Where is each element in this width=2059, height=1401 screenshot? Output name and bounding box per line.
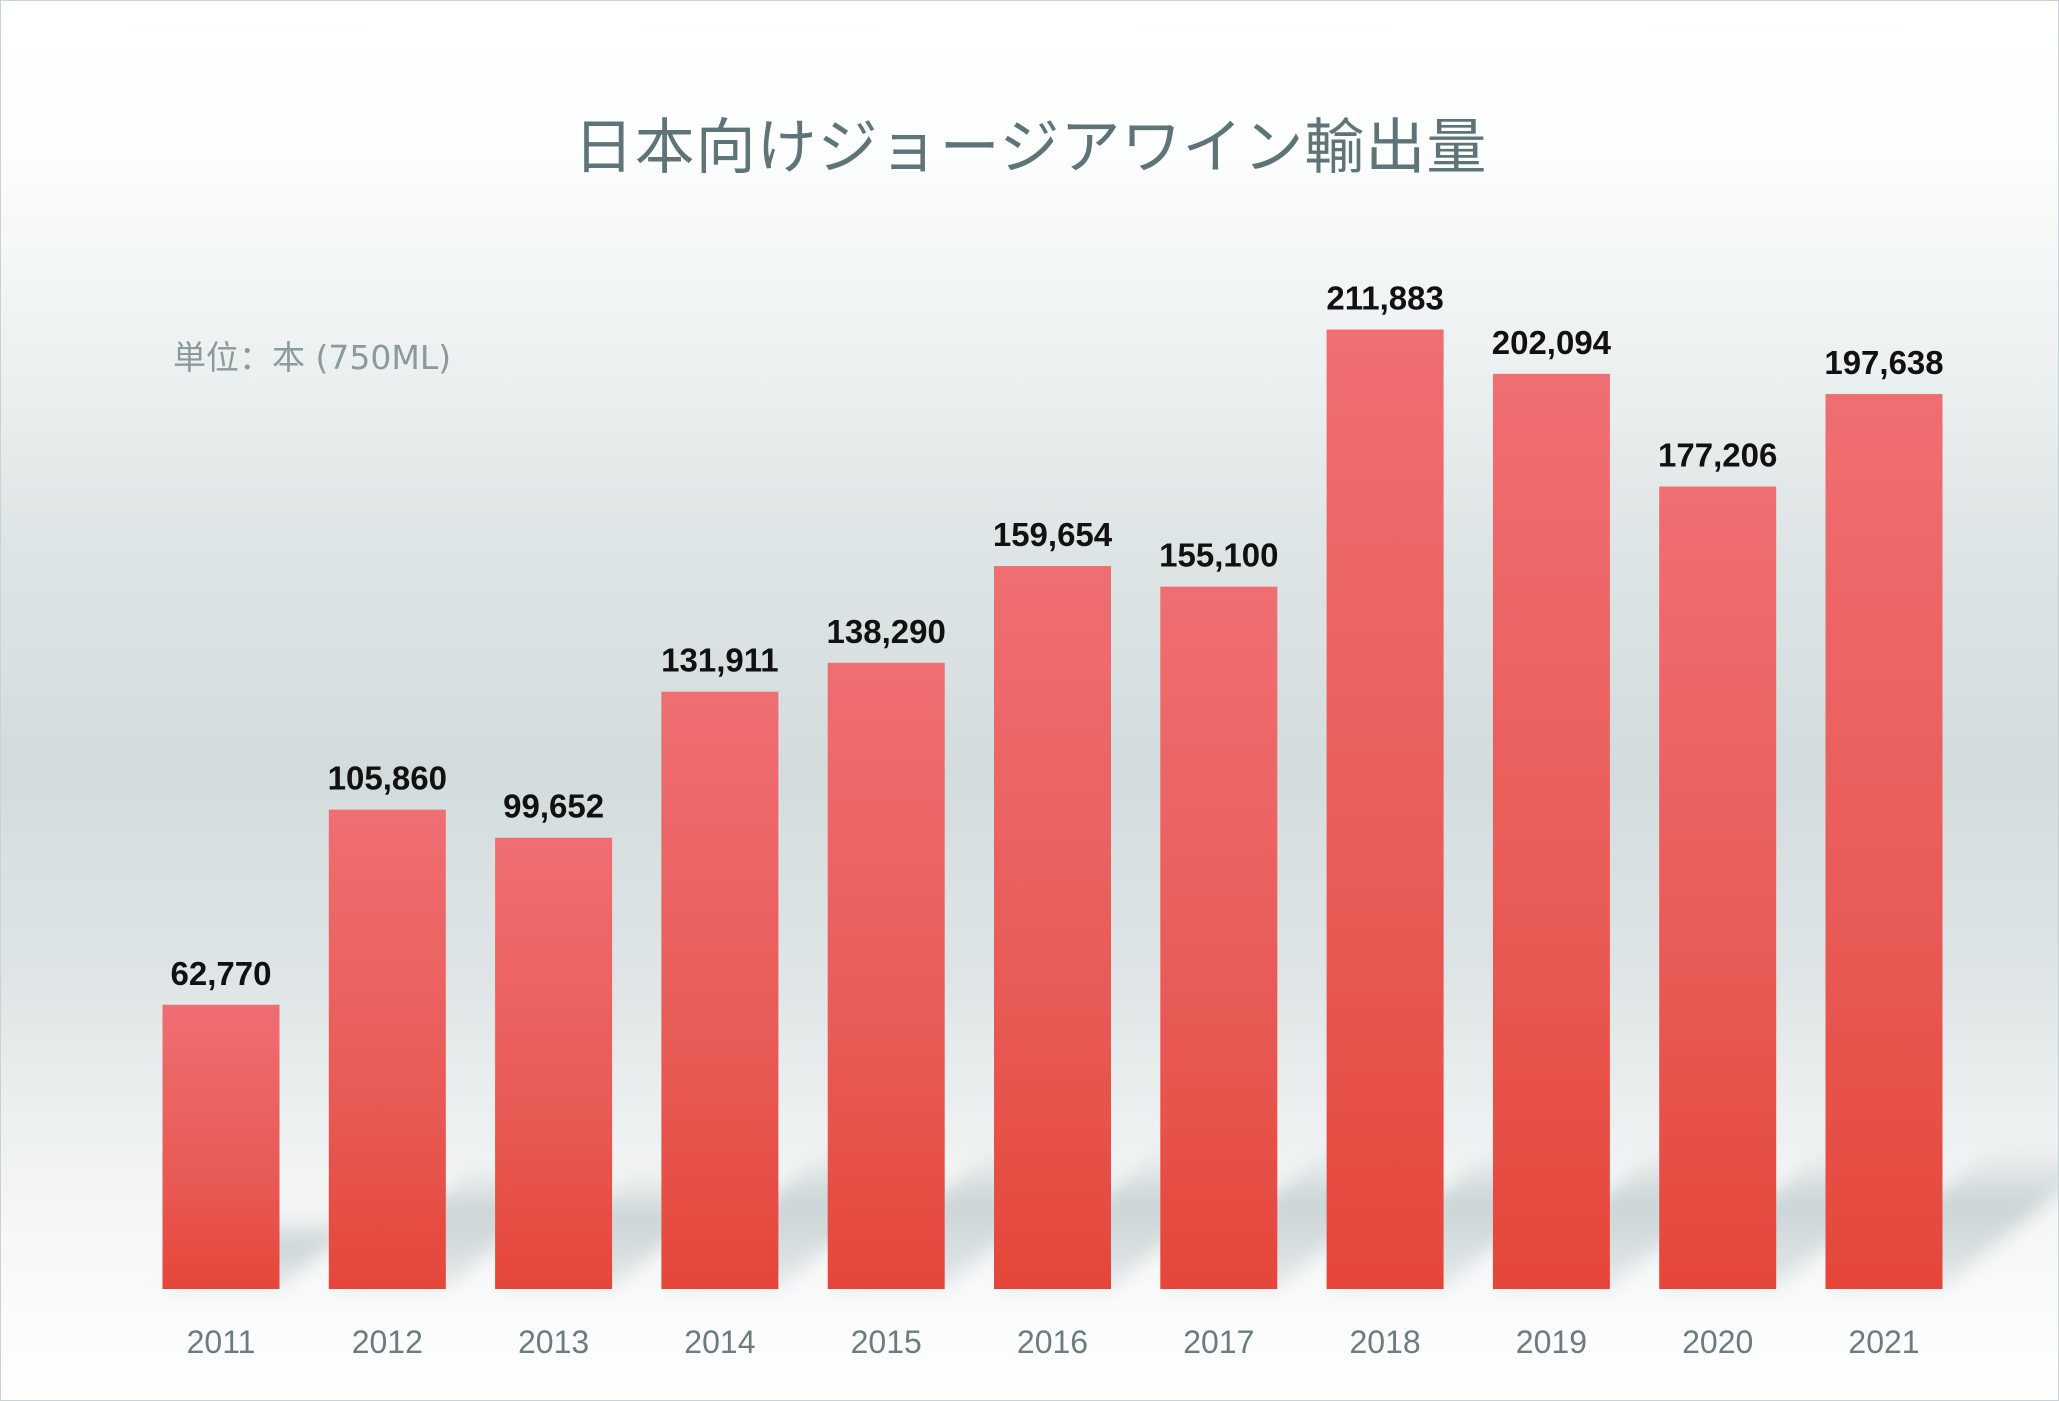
bar-2011 (162, 1004, 280, 1289)
bar-2021 (1825, 394, 1943, 1289)
value-label-2017: 155,100 (1159, 537, 1278, 574)
value-label-2016: 159,654 (993, 516, 1113, 553)
x-tick-label-2020: 2020 (1682, 1324, 1753, 1360)
x-tick-label-2011: 2011 (187, 1324, 256, 1360)
x-tick-label-2013: 2013 (518, 1324, 589, 1360)
bar-2018 (1326, 329, 1444, 1290)
value-labels-group: 62,770 105,860 99,652 131,911 138,290 159,654… (171, 280, 1944, 992)
bar-2017 (1160, 586, 1278, 1289)
bar-2012 (328, 809, 446, 1289)
x-tick-label-2021: 2021 (1848, 1324, 1919, 1360)
bars-group (162, 329, 1943, 1290)
x-tick-label-2016: 2016 (1017, 1324, 1088, 1360)
bar-2020 (1659, 486, 1777, 1289)
unit-label: 単位：本 (750ML) (173, 338, 452, 377)
x-tick-label-2019: 2019 (1516, 1324, 1587, 1360)
x-tick-label-2015: 2015 (851, 1324, 922, 1360)
value-label-2018: 211,883 (1326, 280, 1443, 317)
bar-2019 (1492, 373, 1610, 1289)
value-label-2021: 197,638 (1824, 344, 1943, 381)
value-label-2011: 62,770 (171, 955, 272, 992)
chart-title: 日本向けジョージアワイン輸出量 (573, 113, 1488, 183)
value-label-2012: 105,860 (328, 760, 447, 797)
value-label-2019: 202,094 (1492, 324, 1612, 361)
x-tick-label-2012: 2012 (352, 1324, 423, 1360)
value-label-2014: 131,911 (661, 642, 778, 679)
x-tick-label-2018: 2018 (1350, 1324, 1421, 1360)
value-label-2020: 177,206 (1658, 437, 1777, 474)
x-tick-label-2017: 2017 (1183, 1324, 1254, 1360)
x-tick-label-2014: 2014 (684, 1324, 755, 1360)
value-label-2013: 99,652 (503, 788, 604, 825)
bar-2016 (994, 566, 1111, 1289)
x-axis-ticks: 2011 2012 2013 2014 2015 2016 2017 2018 2019 2020… (187, 1324, 1920, 1360)
bar-2015 (827, 662, 945, 1289)
value-label-2015: 138,290 (827, 613, 946, 650)
bar-2014 (661, 691, 779, 1289)
bar-2013 (495, 837, 613, 1289)
